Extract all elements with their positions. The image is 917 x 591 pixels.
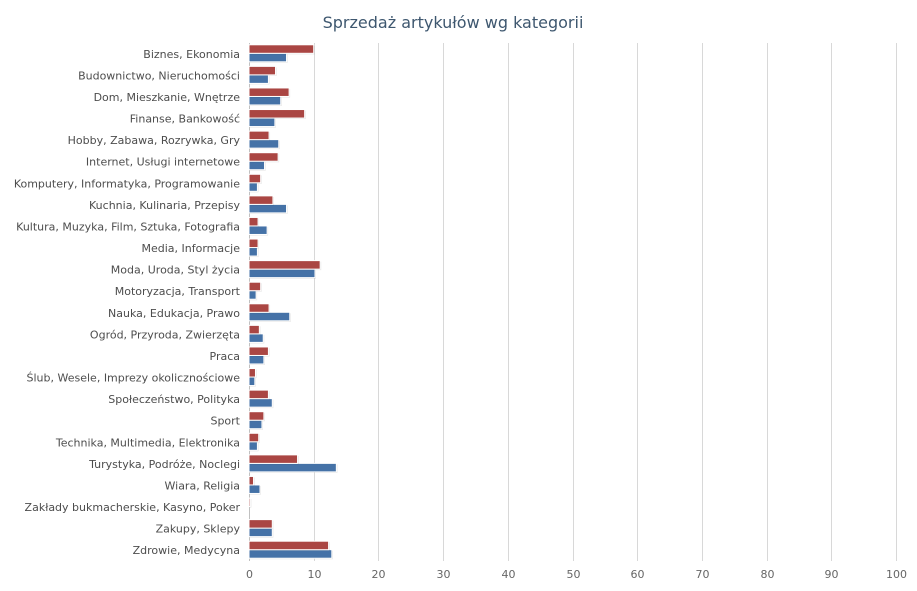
bar-series-1 bbox=[248, 281, 262, 292]
bar-series-1 bbox=[248, 44, 315, 54]
category-label: Zdrowie, Medycyna bbox=[133, 544, 240, 557]
category-label: Moda, Uroda, Styl życia bbox=[111, 264, 240, 277]
bar-series-2 bbox=[248, 441, 258, 451]
chart-title: Sprzedaż artykułów wg kategorii bbox=[323, 13, 584, 32]
bar-series-2 bbox=[248, 290, 257, 300]
x-tick-label: 80 bbox=[761, 568, 775, 581]
bar-series-2 bbox=[248, 203, 288, 214]
bar-series-1 bbox=[248, 346, 269, 356]
bar-series-2 bbox=[248, 462, 337, 473]
bar-series-1 bbox=[248, 475, 255, 486]
x-tick-label: 70 bbox=[696, 568, 710, 581]
category-label: Biznes, Ekonomia bbox=[143, 48, 240, 61]
x-tick-label: 90 bbox=[825, 568, 839, 581]
bar-series-2 bbox=[248, 117, 276, 128]
bar-series-1 bbox=[248, 368, 256, 378]
x-tick-label: 50 bbox=[567, 568, 581, 581]
bar-series-2 bbox=[248, 160, 266, 171]
category-label: Praca bbox=[210, 350, 241, 363]
category-label: Internet, Usługi internetowe bbox=[86, 156, 240, 169]
category-label: Społeczeństwo, Polityka bbox=[108, 393, 240, 406]
bar-series-2 bbox=[248, 311, 291, 322]
bar-series-1 bbox=[248, 109, 306, 119]
x-axis-ticks: 0 10 20 30 40 50 60 70 80 90 100 bbox=[246, 568, 907, 581]
category-label: Budownictwo, Nieruchomości bbox=[78, 69, 240, 82]
bars bbox=[248, 44, 338, 560]
bar-series-1 bbox=[248, 238, 259, 249]
x-tick-label: 30 bbox=[437, 568, 451, 581]
bar-series-1 bbox=[248, 540, 330, 551]
category-label: Turystyka, Podróże, Noclegi bbox=[88, 458, 240, 471]
bar-series-1 bbox=[248, 152, 279, 162]
bar-series-1 bbox=[248, 173, 262, 184]
category-label: Kuchnia, Kulinaria, Przepisy bbox=[89, 199, 240, 212]
category-labels: Biznes, Ekonomia Budownictwo, Nieruchomoś… bbox=[14, 48, 241, 557]
bar-series-1 bbox=[248, 324, 260, 335]
bar-series-1 bbox=[248, 195, 274, 205]
category-label: Kultura, Muzyka, Film, Sztuka, Fotografi… bbox=[16, 220, 240, 233]
bar-series-1 bbox=[248, 303, 270, 313]
bar-series-2 bbox=[248, 247, 258, 257]
bar-series-2 bbox=[248, 268, 316, 279]
category-label: Motoryzacja, Transport bbox=[115, 285, 241, 298]
bar-series-1 bbox=[248, 432, 260, 443]
bar-series-2 bbox=[248, 74, 269, 84]
bar-series-2 bbox=[248, 527, 273, 538]
x-tick-label: 20 bbox=[372, 568, 386, 581]
category-label: Zakłady bukmacherskie, Kasyno, Poker bbox=[25, 501, 241, 514]
bar-series-2 bbox=[248, 139, 280, 149]
bar-series-1 bbox=[248, 497, 251, 508]
x-tick-label: 60 bbox=[631, 568, 645, 581]
bar-series-1 bbox=[248, 389, 269, 400]
bar-series-1 bbox=[248, 65, 277, 76]
bar-series-1 bbox=[248, 454, 299, 464]
category-label: Finanse, Bankowość bbox=[130, 113, 240, 126]
x-tick-label: 10 bbox=[308, 568, 322, 581]
category-label: Sport bbox=[210, 415, 240, 428]
bar-series-2 bbox=[248, 95, 282, 106]
bar-series-1 bbox=[248, 216, 259, 227]
category-label: Media, Informacje bbox=[141, 242, 240, 255]
bar-series-2 bbox=[248, 52, 288, 63]
bar-series-2 bbox=[248, 398, 273, 408]
category-label: Dom, Mieszkanie, Wnętrze bbox=[94, 91, 241, 104]
category-label: Nauka, Edukacja, Prawo bbox=[108, 307, 240, 320]
bar-series-2 bbox=[248, 354, 265, 365]
category-label: Ogród, Przyroda, Zwierzęta bbox=[90, 328, 240, 341]
bar-series-1 bbox=[248, 519, 273, 529]
category-label: Technika, Multimedia, Elektronika bbox=[55, 436, 240, 449]
category-label: Zakupy, Sklepy bbox=[156, 523, 241, 536]
category-label: Komputery, Informatyka, Programowanie bbox=[14, 177, 240, 190]
category-label: Ślub, Wesele, Imprezy okolicznościowe bbox=[27, 372, 241, 385]
bar-series-2 bbox=[248, 333, 264, 343]
bar-series-2 bbox=[248, 484, 261, 494]
x-tick-label: 40 bbox=[502, 568, 516, 581]
bar-series-2 bbox=[248, 549, 333, 559]
x-tick-label: 0 bbox=[246, 568, 253, 581]
grid-lines bbox=[249, 43, 897, 561]
bar-series-1 bbox=[248, 130, 270, 141]
bar-series-1 bbox=[248, 260, 321, 270]
bar-series-2 bbox=[248, 225, 268, 235]
bar-series-1 bbox=[248, 411, 265, 421]
bar-series-2 bbox=[248, 376, 256, 387]
bar-series-2 bbox=[248, 182, 258, 192]
x-tick-label: 100 bbox=[886, 568, 907, 581]
bar-series-2 bbox=[248, 419, 263, 430]
category-label: Wiara, Religia bbox=[165, 479, 241, 492]
category-label: Hobby, Zabawa, Rozrywka, Gry bbox=[68, 134, 241, 147]
bar-series-1 bbox=[248, 87, 290, 97]
